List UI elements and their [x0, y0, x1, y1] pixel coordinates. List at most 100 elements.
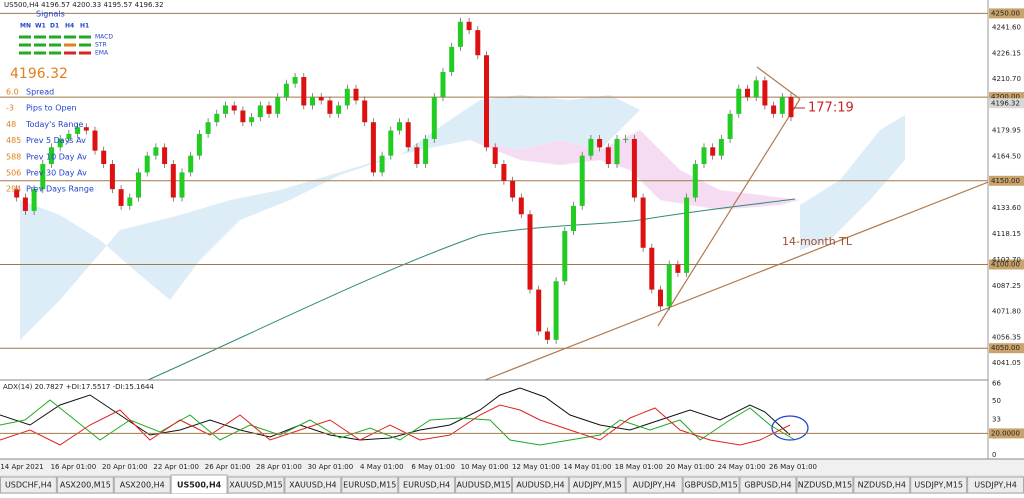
tab[interactable]: NZDUSD,M15 [796, 476, 854, 494]
candle-body [771, 105, 777, 114]
tab[interactable]: AUDUSD,H4 [512, 476, 569, 494]
candle-body [562, 231, 568, 282]
candle-body [83, 127, 89, 131]
tab-bg[interactable] [227, 476, 285, 494]
cloud-bullish [20, 95, 640, 340]
price-label: 4179.95 [992, 127, 1021, 135]
candle-body [101, 150, 107, 165]
tab-label[interactable]: USDJPY,H4 [974, 481, 1017, 490]
date-label: 6 May 01:00 [411, 463, 455, 471]
candle-body [745, 88, 750, 98]
tab[interactable]: USDJPY,H4 [967, 476, 1024, 494]
tab-label[interactable]: ASX200,H4 [120, 481, 165, 490]
tab[interactable]: ASX200,M15 [56, 476, 114, 494]
signal-dash [19, 35, 31, 39]
tab-label[interactable]: AUDJPY,M15 [573, 481, 622, 490]
candle-body [188, 155, 194, 173]
tab[interactable]: AUDJPY,M15 [568, 476, 626, 494]
candle-body [701, 147, 707, 165]
signal-dash [64, 35, 76, 39]
tab[interactable]: GBPUSD,H4 [739, 476, 797, 494]
tab-bg[interactable] [455, 476, 513, 494]
candle-body [92, 130, 98, 151]
date-axis-bg [0, 459, 1024, 475]
date-label: 12 May 01:00 [512, 463, 560, 471]
tab-label[interactable]: GBPUSD,H4 [744, 481, 791, 490]
timeframe-label: D1 [50, 23, 59, 30]
tab-bg[interactable] [512, 476, 569, 494]
price-label: 4210.70 [992, 75, 1021, 83]
indicator-label: STR [95, 42, 107, 49]
stat-value: 506 [6, 169, 21, 178]
candle-body [31, 189, 37, 211]
tab-bg[interactable] [113, 476, 171, 494]
price-label: 4226.15 [992, 49, 1021, 57]
tab-bg[interactable] [398, 476, 456, 494]
candle-body [588, 138, 594, 156]
candle-body [205, 122, 211, 134]
tab-bg[interactable] [853, 476, 911, 494]
tab-label[interactable]: XAUUSD,M15 [229, 481, 283, 490]
level-label: 4150.00 [991, 177, 1020, 185]
symbol-line: US500,H4 4196.57 4200.33 4195.57 4196.32 [4, 1, 164, 9]
tab[interactable]: EURUSD,H4 [398, 476, 456, 494]
tab-bg[interactable] [568, 476, 626, 494]
tab-bg[interactable] [284, 476, 342, 494]
candle-body [423, 138, 429, 165]
level-label: 4200.00 [991, 93, 1020, 101]
tab-bg[interactable] [0, 476, 57, 494]
tab-label[interactable]: US500,H4 [177, 481, 222, 490]
tab-label[interactable]: GBPUSD,M15 [684, 481, 737, 490]
stat-label: Today's Range [25, 120, 83, 129]
tab[interactable]: XAUUSD,H4 [284, 476, 342, 494]
tab[interactable]: US500,H4 [170, 474, 228, 495]
adx-scale-label: 33 [992, 415, 1001, 423]
tab[interactable]: USDJPY,M15 [910, 476, 968, 494]
stat-label: Prev Days Range [26, 185, 94, 194]
tab[interactable]: USDCHF,H4 [0, 476, 57, 494]
tab[interactable]: AUDJPY,H4 [625, 476, 683, 494]
tab-bg[interactable] [625, 476, 683, 494]
highlight-circle [771, 415, 809, 441]
stat-label: Prev 5 Days Av [26, 136, 86, 145]
timeframe-label: W1 [35, 23, 46, 30]
tab-label[interactable]: AUDUSD,H4 [516, 481, 564, 490]
tab-label[interactable]: NZDUSD,M15 [798, 481, 852, 490]
candle-body [136, 172, 141, 198]
tab-label[interactable]: ASX200,M15 [60, 481, 111, 490]
tab[interactable]: ASX200,H4 [113, 476, 171, 494]
tab-label[interactable]: AUDUSD,M15 [456, 481, 510, 490]
stat-value: 485 [6, 136, 21, 145]
tab[interactable]: XAUUSD,M15 [227, 476, 285, 494]
date-label: 14 Apr 2021 [0, 463, 43, 471]
tab[interactable]: NZDUSD,H4 [853, 476, 911, 494]
candle-body [788, 97, 794, 118]
tab-bg[interactable] [739, 476, 797, 494]
tab-label[interactable]: XAUUSD,H4 [289, 481, 337, 490]
candle-body [362, 100, 368, 123]
candle-body [631, 138, 637, 198]
date-label: 16 Apr 01:00 [51, 463, 97, 471]
price-label: 4164.50 [992, 153, 1021, 161]
tab-bg[interactable] [796, 476, 854, 494]
tab-label[interactable]: NZDUSD,H4 [858, 481, 906, 490]
tab[interactable]: GBPUSD,M15 [682, 476, 740, 494]
candle-body [753, 80, 759, 98]
date-label: 28 Apr 01:00 [256, 463, 302, 471]
tab-label[interactable]: AUDJPY,H4 [633, 481, 676, 490]
candle-body [736, 88, 742, 114]
tab-bg[interactable] [341, 476, 399, 494]
tab-label[interactable]: EURUSD,H4 [403, 481, 450, 490]
tab-label[interactable]: USDJPY,M15 [914, 481, 963, 490]
tab-label[interactable]: USDCHF,H4 [5, 481, 52, 490]
tab-bg[interactable] [682, 476, 740, 494]
tab-label[interactable]: EURUSD,M15 [343, 481, 396, 490]
tab-bg[interactable] [910, 476, 968, 494]
tab[interactable]: AUDUSD,M15 [455, 476, 513, 494]
signal-dash [19, 51, 31, 55]
candle-body [266, 105, 272, 114]
tab[interactable]: EURUSD,M15 [341, 476, 399, 494]
stat-label: Prev 10 Day Av [26, 152, 87, 161]
candle-body [40, 164, 46, 190]
tab-bg[interactable] [56, 476, 114, 494]
